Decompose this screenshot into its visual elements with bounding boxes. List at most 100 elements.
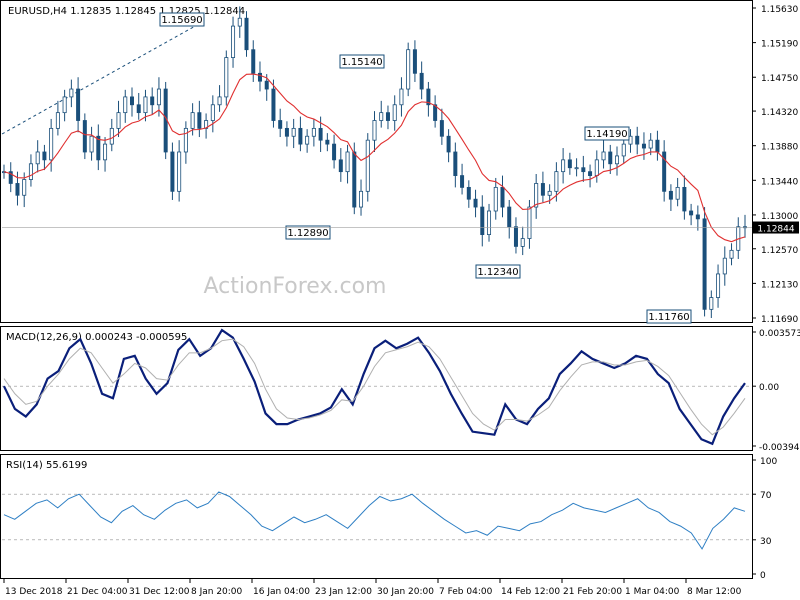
macd-y-tick-label: 0.003573 — [759, 329, 800, 339]
rsi-y-tick-label: 100 — [760, 457, 777, 467]
candle-body — [534, 183, 539, 208]
candle — [96, 124, 101, 171]
candle-body — [332, 143, 337, 161]
candle — [177, 140, 182, 202]
candle — [722, 246, 727, 286]
candle-body — [574, 167, 579, 170]
candle — [406, 42, 411, 97]
candle-body — [379, 112, 384, 121]
candle-body — [567, 159, 572, 169]
candle-body — [210, 104, 215, 121]
candle-body — [62, 96, 67, 114]
annotation-box — [339, 54, 385, 69]
macd-y-axis: 0.003573 0.00 -0.003945 — [752, 329, 800, 453]
candle — [507, 199, 512, 239]
candle-body — [433, 104, 438, 121]
candle-body — [392, 104, 397, 121]
candle — [372, 111, 377, 152]
candle — [271, 79, 276, 128]
candle — [345, 144, 350, 184]
rsi-panel: RSI(14) 55.6199 100 70 30 0 — [0, 454, 777, 581]
candle — [338, 148, 343, 182]
x-axis: 13 Dec 2018 21 Dec 04:00 31 Dec 12:00 8 Jan… — [3, 578, 742, 597]
candle-body — [143, 96, 148, 114]
candle — [143, 89, 148, 122]
candle — [76, 77, 81, 133]
price-y-tick-label: 1.14750 — [761, 74, 798, 84]
candle-body — [372, 120, 377, 141]
candle-body — [527, 206, 532, 239]
candle — [284, 121, 289, 147]
candle-body — [702, 218, 707, 310]
candle-body — [439, 120, 444, 137]
candle-body — [601, 151, 606, 161]
candle — [574, 158, 579, 177]
candle-body — [621, 143, 626, 157]
candle-body — [460, 175, 465, 188]
candle — [527, 199, 532, 249]
x-tick-label: 14 Feb 12:00 — [501, 587, 560, 597]
candle — [513, 217, 518, 254]
ma-line — [3, 73, 746, 243]
candle-body — [82, 120, 87, 153]
candle — [392, 95, 397, 131]
annotation-box — [646, 309, 692, 324]
candle-body — [325, 139, 330, 145]
candle-body — [129, 96, 134, 106]
candle — [183, 121, 188, 164]
candle-body — [675, 186, 680, 200]
candle-body — [493, 186, 498, 212]
candle — [480, 195, 485, 247]
candle — [689, 203, 694, 226]
annotation-box — [159, 12, 205, 27]
macd-panel-frame — [0, 326, 753, 451]
x-tick-label: 7 Feb 04:00 — [439, 587, 493, 597]
candle — [123, 89, 128, 123]
candle-body — [426, 88, 431, 106]
price-y-tick-label: 1.11690 — [761, 315, 798, 325]
candle — [561, 148, 566, 184]
rsi-y-tick-label: 70 — [760, 491, 772, 501]
candle — [109, 118, 114, 152]
rsi-y-axis: 100 70 30 0 — [752, 457, 777, 581]
candle-body — [473, 198, 478, 208]
candle-body — [729, 249, 734, 259]
candle-body — [581, 167, 586, 173]
candle — [534, 174, 539, 219]
candle-body — [520, 238, 525, 247]
candle-body — [648, 139, 653, 149]
candle — [82, 113, 87, 160]
candle-body — [305, 135, 310, 145]
annotation: 1.15140 — [339, 54, 385, 69]
macd-y-tick-label: 0.00 — [759, 383, 779, 393]
candle-body — [183, 127, 188, 153]
candle — [197, 100, 202, 138]
candle-body — [608, 151, 613, 165]
candle-body — [662, 151, 667, 192]
candle-body — [150, 96, 155, 106]
signal-line — [3, 338, 746, 436]
trendline — [1, 19, 207, 135]
candle-body — [96, 135, 101, 161]
candle — [257, 61, 262, 92]
candle — [62, 89, 67, 122]
candle-body — [197, 112, 202, 129]
candle — [466, 180, 471, 208]
candle — [244, 11, 249, 57]
candle-body — [399, 88, 404, 106]
candle — [433, 95, 438, 128]
candle — [278, 108, 283, 138]
price-y-tick-label: 1.15190 — [761, 40, 798, 50]
candle — [332, 134, 337, 169]
candle — [298, 116, 303, 152]
candle-body — [365, 139, 370, 192]
candle-body — [722, 257, 727, 275]
candle — [608, 144, 613, 175]
candle — [668, 184, 673, 211]
candle-body — [487, 210, 492, 235]
candle — [641, 132, 646, 160]
candle-body — [42, 151, 47, 161]
candles — [2, 6, 748, 318]
candle-body — [8, 171, 13, 184]
